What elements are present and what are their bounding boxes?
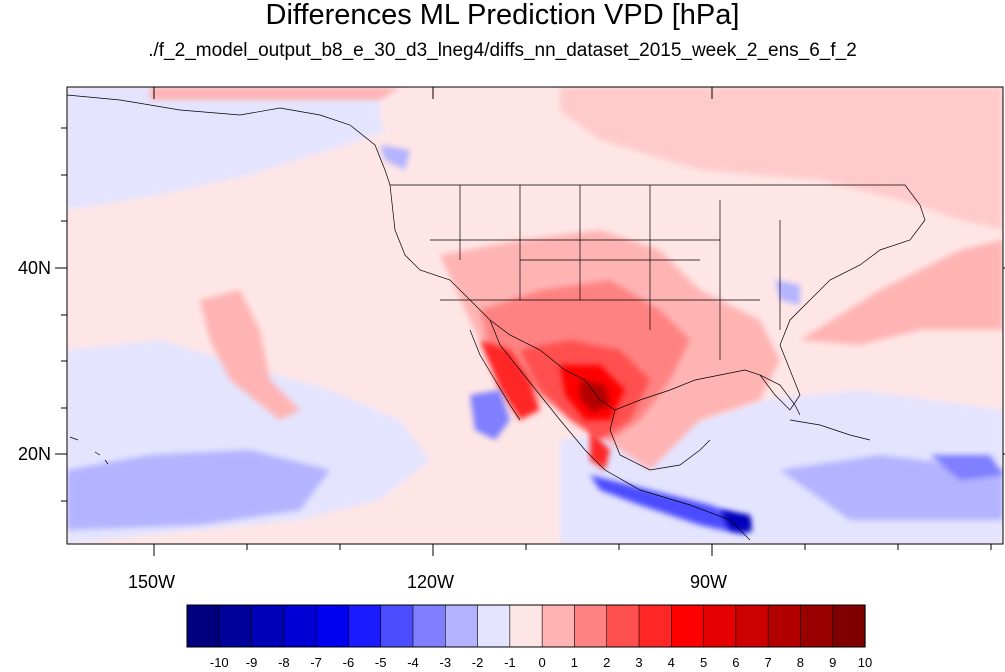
colorbar-tick-label: 5 (699, 655, 708, 670)
colorbar-box (380, 604, 414, 648)
colorbar-tick-label: -7 (310, 655, 322, 670)
hawaii-islands (69, 436, 109, 465)
field-north-blue (67, 87, 400, 210)
colorbar-box (509, 604, 543, 648)
colorbar (186, 604, 866, 648)
colorbar-tick-label: 9 (829, 655, 837, 670)
y-tick-label-20n: 20N (18, 444, 52, 464)
x-tick-label-90w: 90W (690, 572, 728, 592)
colorbar-tick-label: -10 (209, 655, 229, 670)
x-tick-label-120w: 120W (407, 572, 455, 592)
colorbar-tick-label: 4 (667, 655, 675, 670)
colorbar-box (444, 604, 479, 648)
colorbar-tick-label: -3 (439, 655, 452, 670)
colorbar-tick-label: 10 (857, 655, 873, 670)
colorbar-box (703, 604, 737, 648)
colorbar-tick-label: 0 (538, 655, 546, 670)
field-pacific-mex-blue (470, 390, 510, 440)
field-baja-red (480, 340, 540, 420)
colorbar-tick-label: 3 (635, 655, 643, 670)
field-caribbean-blue2 (780, 455, 1003, 520)
coastlines (66, 94, 926, 541)
colorbar-tick-label: 8 (796, 655, 805, 670)
colorbar-tick-label: -1 (504, 655, 516, 670)
field-carolina-blue (775, 280, 800, 305)
colorbar-frame (186, 604, 866, 648)
field-central-am-dark (720, 510, 752, 532)
colorbar-box (735, 604, 769, 648)
field-pacific-pink (200, 290, 300, 420)
field-south-pacific-blue2 (67, 450, 330, 530)
florida-coast (759, 374, 801, 416)
colorbar-box (251, 604, 285, 648)
map-subtitle: ./f_2_model_output_b8_e_30_d3_lneg4/diff… (148, 40, 857, 61)
conus-outline (389, 184, 926, 411)
colorbar-tick-label: -8 (278, 655, 290, 670)
colorbar-tick-label: 1 (570, 655, 579, 670)
colorbar-box (800, 604, 834, 648)
colorbar-box (767, 604, 802, 648)
field-alaska-pink (150, 87, 400, 100)
field-canada-pink (560, 87, 1003, 230)
cuba-coast (789, 419, 871, 441)
colorbar-tick-label: -4 (407, 655, 419, 670)
colorbar-box (218, 604, 253, 648)
colorbar-box (477, 604, 511, 648)
colorbar-tick-label: -9 (245, 655, 258, 670)
x-tick-label-150w: 150W (128, 572, 176, 592)
colorbar-tick-label: 7 (764, 655, 772, 670)
colorbar-tick-label: 2 (603, 655, 611, 670)
colorbar-tick-label: 6 (732, 655, 740, 670)
colorbar-tick-label: -5 (374, 655, 387, 670)
colorbar-box (186, 604, 220, 648)
colorbar-box (670, 604, 705, 648)
field-east-blue (930, 455, 1003, 480)
colorbar-box (283, 604, 317, 648)
colorbar-tick-label: -2 (471, 655, 484, 670)
colorbar-box (315, 604, 350, 648)
difference-field (67, 87, 1003, 544)
state-lines (430, 185, 781, 360)
field-north-blue-patch (380, 145, 410, 170)
baja-coast (469, 329, 521, 421)
colorbar-box (574, 604, 608, 648)
colorbar-box (638, 604, 672, 648)
map-title: Differences ML Prediction VPD [hPa] (265, 0, 740, 31)
colorbar-box (832, 604, 866, 648)
colorbar-box (606, 604, 640, 648)
y-tick-label-40n: 40N (18, 258, 52, 278)
colorbar-box (541, 604, 576, 648)
gulf-mexico-coast (609, 409, 711, 471)
field-gulf-alaska (380, 87, 560, 170)
axis-ticks (55, 87, 1005, 556)
field-conus-red4 (580, 380, 610, 412)
colorbar-box (412, 604, 446, 648)
alaska-coast (66, 94, 391, 186)
mexico-coast (489, 319, 751, 541)
field-central-am-blue (590, 475, 750, 535)
colorbar-box (348, 604, 382, 648)
colorbar-tick-label: -6 (342, 655, 355, 670)
field-atlantic-pink (800, 240, 1003, 345)
